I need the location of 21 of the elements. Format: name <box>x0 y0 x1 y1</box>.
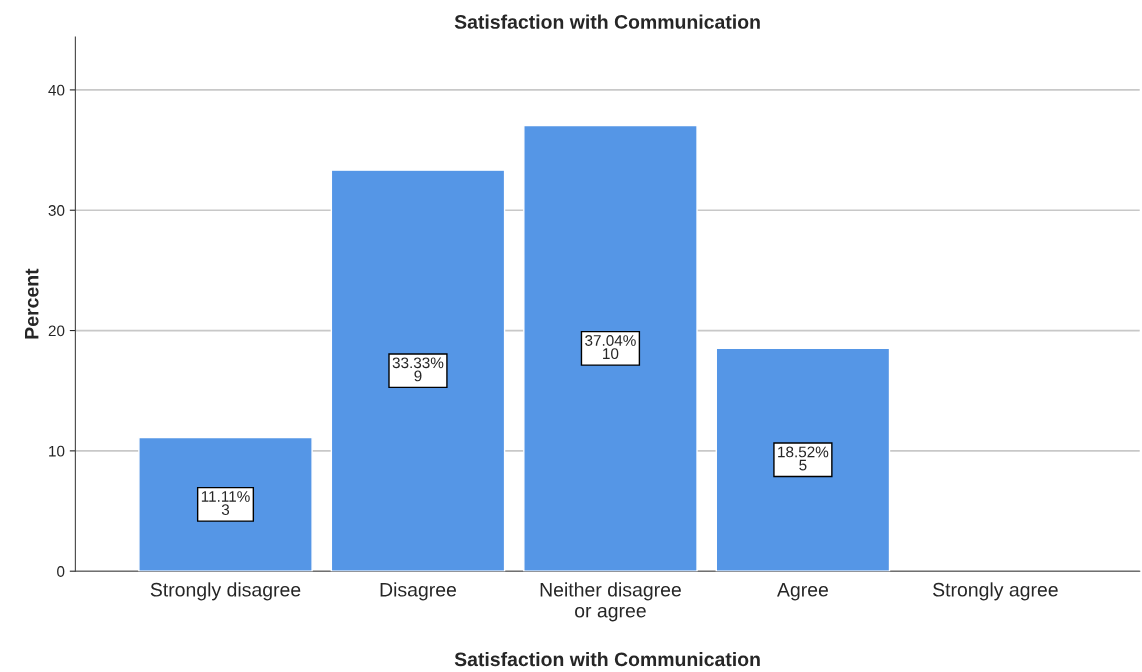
data-label: 11.11% 3 <box>201 491 250 516</box>
y-tick-label: 20 <box>48 325 65 337</box>
bar <box>715 347 891 572</box>
y-tick-label: 40 <box>48 84 65 96</box>
x-tick-label: Disagree <box>380 582 457 601</box>
y-axis-title: Percent <box>25 268 39 339</box>
chart-title: Satisfaction with Communication <box>454 14 760 29</box>
y-tick-label: 0 <box>57 566 65 577</box>
bar <box>138 436 313 572</box>
bar <box>523 124 698 572</box>
x-tick-label: Strongly disagree <box>150 582 301 601</box>
data-label: 18.52% 5 <box>778 446 829 471</box>
x-tick-label: Neither disagree or agree <box>540 582 681 622</box>
y-tick-label: 30 <box>48 205 65 216</box>
bar <box>330 169 506 572</box>
data-label: 37.04% 10 <box>585 335 636 360</box>
x-tick-label: Agree <box>777 583 828 601</box>
y-tick-label: 10 <box>49 445 65 457</box>
data-label: 33.33% 9 <box>392 357 444 382</box>
x-tick-label: Strongly agree <box>933 582 1058 601</box>
x-axis-title: Satisfaction with Communication <box>454 651 760 667</box>
